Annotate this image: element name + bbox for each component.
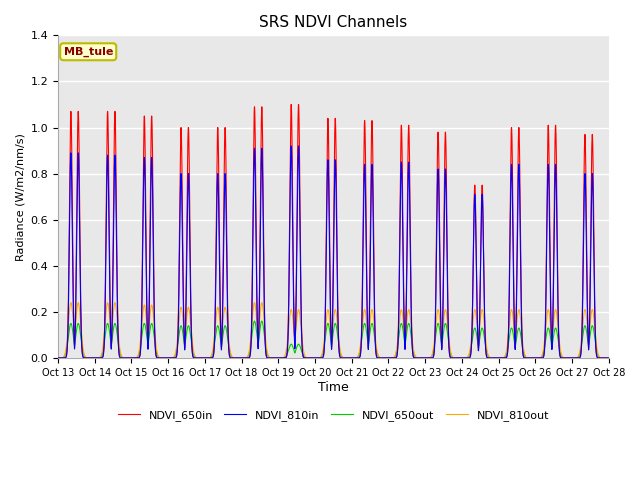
- NDVI_650out: [251, 318, 259, 324]
- NDVI_650in: [244, 355, 252, 361]
- NDVI_650out: [68, 323, 76, 329]
- NDVI_810in: [456, 355, 464, 361]
- NDVI_810in: [287, 143, 295, 149]
- NDVI_650in: [295, 102, 303, 108]
- NDVI_650in: [90, 355, 97, 361]
- NDVI_810out: [309, 355, 317, 361]
- NDVI_810in: [90, 355, 97, 361]
- NDVI_650out: [502, 351, 510, 357]
- NDVI_650in: [68, 156, 76, 161]
- NDVI_650out: [176, 325, 184, 331]
- NDVI_810in: [176, 211, 184, 216]
- NDVI_810in: [68, 189, 76, 195]
- Line: NDVI_810out: NDVI_810out: [58, 303, 609, 358]
- NDVI_810out: [244, 353, 252, 359]
- NDVI_650in: [54, 355, 62, 361]
- X-axis label: Time: Time: [318, 381, 349, 394]
- NDVI_650out: [605, 355, 612, 361]
- NDVI_810in: [295, 144, 303, 149]
- Legend: NDVI_650in, NDVI_810in, NDVI_650out, NDVI_810out: NDVI_650in, NDVI_810in, NDVI_650out, NDV…: [113, 406, 554, 425]
- NDVI_810out: [605, 355, 612, 361]
- NDVI_650out: [90, 355, 97, 361]
- NDVI_650out: [309, 355, 317, 361]
- Line: NDVI_650out: NDVI_650out: [58, 321, 609, 358]
- NDVI_650in: [176, 175, 184, 180]
- NDVI_650in: [287, 102, 295, 108]
- NDVI_650in: [605, 355, 612, 361]
- Y-axis label: Radiance (W/m2/nm/s): Radiance (W/m2/nm/s): [15, 133, 25, 261]
- NDVI_810in: [54, 355, 62, 361]
- NDVI_810in: [502, 355, 510, 360]
- NDVI_810out: [90, 355, 97, 361]
- Line: NDVI_650in: NDVI_650in: [58, 105, 609, 358]
- NDVI_650out: [295, 341, 303, 347]
- NDVI_650out: [54, 355, 62, 361]
- NDVI_810in: [244, 355, 252, 361]
- NDVI_650in: [502, 355, 510, 360]
- NDVI_810in: [605, 355, 612, 361]
- Title: SRS NDVI Channels: SRS NDVI Channels: [259, 15, 408, 30]
- NDVI_650out: [244, 354, 252, 360]
- Text: MB_tule: MB_tule: [63, 47, 113, 57]
- Line: NDVI_810in: NDVI_810in: [58, 146, 609, 358]
- NDVI_810out: [502, 348, 510, 354]
- NDVI_810out: [68, 304, 76, 310]
- NDVI_810out: [54, 355, 62, 361]
- NDVI_810out: [176, 308, 184, 313]
- NDVI_810out: [295, 307, 303, 312]
- NDVI_650in: [456, 355, 464, 361]
- NDVI_810out: [67, 300, 75, 306]
